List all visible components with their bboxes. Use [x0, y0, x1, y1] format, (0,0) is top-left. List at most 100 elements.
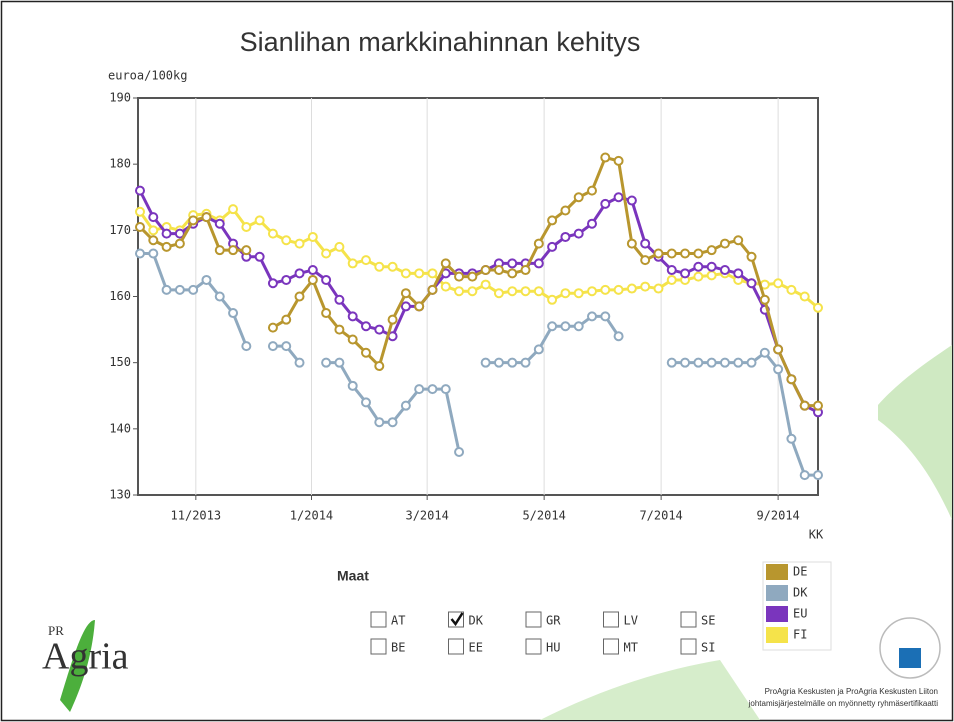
- data-point: [787, 375, 795, 383]
- data-point: [774, 345, 782, 353]
- data-point: [668, 276, 676, 284]
- data-point: [708, 271, 716, 279]
- data-point: [375, 263, 383, 271]
- data-point: [296, 293, 304, 301]
- data-point: [681, 359, 689, 367]
- data-point: [163, 230, 171, 238]
- checkbox[interactable]: [681, 612, 696, 627]
- data-point: [242, 342, 250, 350]
- data-point: [136, 187, 144, 195]
- logo-text: Agria: [42, 636, 129, 678]
- data-point: [628, 285, 636, 293]
- data-point: [615, 286, 623, 294]
- checkbox-label[interactable]: EE: [469, 641, 483, 655]
- checkbox-label[interactable]: MT: [624, 641, 638, 655]
- data-point: [535, 259, 543, 267]
- checkbox[interactable]: [526, 612, 541, 627]
- x-tick-label: 1/2014: [290, 509, 333, 523]
- data-point: [415, 302, 423, 310]
- data-point: [801, 402, 809, 410]
- data-point: [588, 287, 596, 295]
- checkbox[interactable]: [681, 639, 696, 654]
- checkbox-label[interactable]: DK: [469, 614, 484, 628]
- data-point: [349, 259, 357, 267]
- data-point: [428, 269, 436, 277]
- checkbox-label[interactable]: BE: [391, 641, 405, 655]
- data-point: [296, 240, 304, 248]
- data-point: [761, 349, 769, 357]
- data-point: [402, 289, 410, 297]
- data-point: [442, 259, 450, 267]
- data-point: [309, 276, 317, 284]
- data-point: [269, 324, 277, 332]
- data-point: [668, 266, 676, 274]
- data-point: [362, 349, 370, 357]
- checkbox-label[interactable]: SI: [701, 641, 715, 655]
- data-point: [202, 276, 210, 284]
- data-point: [734, 269, 742, 277]
- data-point: [136, 249, 144, 257]
- data-point: [176, 286, 184, 294]
- data-point: [136, 223, 144, 231]
- data-point: [588, 187, 596, 195]
- data-point: [229, 309, 237, 317]
- data-point: [202, 213, 210, 221]
- data-point: [787, 435, 795, 443]
- data-point: [575, 322, 583, 330]
- data-point: [136, 208, 144, 216]
- data-point: [548, 322, 556, 330]
- data-point: [482, 281, 490, 289]
- data-point: [282, 342, 290, 350]
- data-point: [721, 266, 729, 274]
- data-point: [189, 216, 197, 224]
- data-point: [362, 322, 370, 330]
- data-point: [269, 279, 277, 287]
- data-point: [734, 236, 742, 244]
- data-point: [641, 283, 649, 291]
- checkbox[interactable]: [371, 639, 386, 654]
- data-point: [548, 296, 556, 304]
- legend-swatch: [766, 606, 788, 622]
- data-point: [615, 157, 623, 165]
- data-point: [801, 293, 809, 301]
- data-point: [415, 269, 423, 277]
- checkbox-label[interactable]: AT: [391, 614, 405, 628]
- data-point: [402, 269, 410, 277]
- checkbox[interactable]: [604, 639, 619, 654]
- legend-swatch: [766, 627, 788, 643]
- checkbox-label[interactable]: SE: [701, 614, 715, 628]
- data-point: [349, 336, 357, 344]
- data-point: [694, 359, 702, 367]
- data-point: [282, 316, 290, 324]
- data-point: [242, 246, 250, 254]
- legend-label: DK: [793, 586, 808, 600]
- data-point: [216, 220, 224, 228]
- x-axis-label: KK: [809, 528, 824, 542]
- data-point: [375, 326, 383, 334]
- data-point: [641, 256, 649, 264]
- checkbox[interactable]: [526, 639, 541, 654]
- slide: Sianlihan markkinahinnan kehitys euroa/1…: [0, 0, 954, 722]
- data-point: [508, 287, 516, 295]
- data-point: [748, 253, 756, 261]
- data-point: [575, 289, 583, 297]
- data-point: [694, 263, 702, 271]
- data-point: [814, 402, 822, 410]
- checkbox-label[interactable]: LV: [624, 614, 638, 628]
- data-point: [282, 276, 290, 284]
- data-point: [149, 236, 157, 244]
- y-tick-label: 150: [109, 355, 131, 369]
- checkbox[interactable]: [449, 639, 464, 654]
- checkbox-label[interactable]: GR: [546, 614, 561, 628]
- checkbox-label[interactable]: HU: [546, 641, 560, 655]
- data-point: [322, 249, 330, 257]
- checkbox[interactable]: [371, 612, 386, 627]
- data-point: [721, 240, 729, 248]
- data-point: [561, 233, 569, 241]
- data-point: [801, 471, 809, 479]
- data-point: [349, 312, 357, 320]
- data-point: [482, 359, 490, 367]
- checkbox[interactable]: [604, 612, 619, 627]
- data-point: [694, 249, 702, 257]
- data-point: [708, 263, 716, 271]
